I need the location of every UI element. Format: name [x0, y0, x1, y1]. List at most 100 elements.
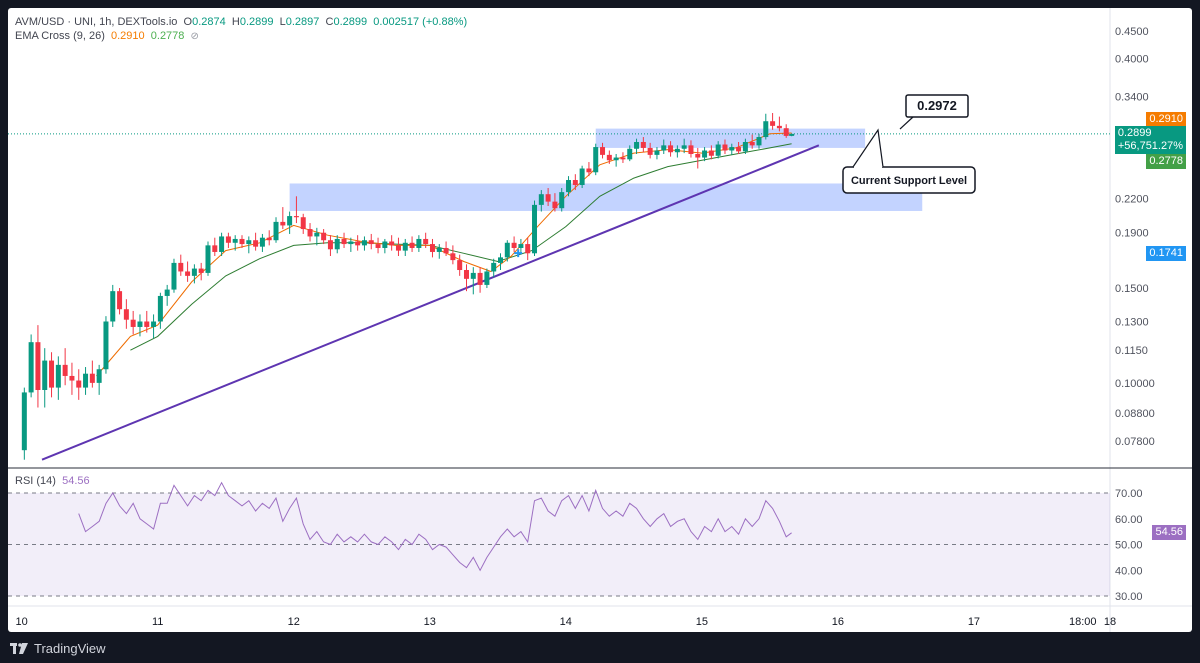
rsi-tick: 40.00	[1115, 565, 1143, 577]
candle	[389, 241, 395, 246]
candle	[484, 271, 490, 285]
candle	[375, 244, 381, 248]
price-tick: 0.1900	[1115, 228, 1149, 240]
candle	[511, 242, 517, 248]
rsi-value-tag: 54.56	[1152, 525, 1186, 540]
candle	[613, 157, 619, 161]
candle	[382, 241, 388, 248]
candle	[463, 270, 469, 279]
brand-name: TradingView	[34, 641, 106, 656]
candle	[307, 229, 313, 237]
level-callout-box	[905, 94, 969, 118]
candle	[593, 147, 599, 173]
candle	[151, 321, 157, 327]
ema-fast-value: 0.2910	[110, 30, 145, 42]
crosshair-price-tag: 0.1741	[1146, 246, 1186, 261]
candle	[246, 240, 252, 245]
candle	[96, 369, 102, 383]
candle	[42, 360, 48, 390]
candle	[348, 241, 354, 245]
candle	[491, 262, 497, 272]
candle	[287, 216, 293, 226]
ema-fast-price-tag: 0.2910	[1146, 112, 1186, 127]
candle	[688, 145, 694, 154]
price-tick: 0.4500	[1115, 26, 1149, 38]
candle	[606, 154, 612, 161]
rsi-line	[78, 481, 792, 572]
candle	[35, 342, 41, 390]
candle	[321, 232, 327, 241]
time-tick: 18:00	[1069, 616, 1097, 628]
candle	[552, 201, 558, 209]
candle	[640, 141, 646, 148]
candle	[334, 238, 340, 250]
rsi-tick: 30.00	[1115, 591, 1143, 603]
low-label: L	[279, 16, 286, 28]
rsi-tick: 50.00	[1115, 540, 1143, 552]
candle	[123, 309, 129, 320]
last-price-value: 0.2899	[1117, 127, 1152, 139]
candle	[212, 245, 218, 252]
candle	[416, 238, 422, 248]
support-callout-text: Current Support Level	[851, 175, 967, 187]
candle	[443, 247, 449, 254]
candle	[171, 262, 177, 290]
candle	[715, 144, 721, 156]
candle	[525, 244, 531, 254]
candle	[293, 216, 299, 218]
chart-canvas[interactable]: 0.4500 0.4000 0.3400 0.2200 0.1900 0.1500 0.13…	[8, 8, 1192, 632]
candle	[69, 375, 75, 381]
candle	[280, 221, 286, 226]
candle	[783, 128, 789, 136]
candle	[219, 236, 225, 252]
candle	[770, 121, 776, 126]
ema-slow-value: 0.2778	[150, 30, 185, 42]
candle	[137, 321, 143, 327]
candle	[661, 145, 667, 151]
candle	[579, 168, 585, 185]
rsi-label: RSI (14)	[15, 475, 56, 487]
candle	[749, 141, 755, 146]
candle	[83, 373, 89, 388]
footer[interactable]: TradingView	[10, 641, 106, 656]
trendline	[41, 144, 820, 461]
candle	[702, 150, 708, 158]
candle	[756, 137, 762, 146]
time-tick: 18	[1104, 616, 1116, 628]
candle	[198, 268, 204, 273]
candle	[457, 260, 463, 271]
candle	[532, 204, 538, 254]
candle	[157, 295, 163, 322]
ema-legend[interactable]: EMA Cross (9, 26) 0.2910 0.2778 ⊘	[15, 30, 199, 42]
candle	[566, 180, 572, 193]
eye-off-icon[interactable]: ⊘	[190, 31, 199, 42]
candle	[429, 244, 435, 252]
candle	[742, 141, 748, 152]
candle	[634, 141, 640, 149]
high-value: 0.2899	[239, 16, 274, 28]
candle	[654, 150, 660, 155]
candle	[518, 244, 524, 248]
candle	[355, 241, 361, 246]
candle	[232, 238, 238, 243]
candle	[62, 364, 68, 376]
candle	[300, 217, 306, 230]
price-tick: 0.1300	[1115, 316, 1149, 328]
price-tick: 0.10000	[1115, 378, 1155, 390]
symbol-label: AVM/USD · UNI, 1h, DEXTools.io	[15, 16, 178, 28]
low-value: 0.2897	[285, 16, 320, 28]
candle	[21, 392, 27, 451]
candle	[103, 321, 109, 370]
candle	[586, 168, 592, 173]
candle	[545, 194, 551, 202]
candle	[402, 242, 408, 251]
rsi-tick: 70.00	[1115, 488, 1143, 500]
candle	[327, 240, 333, 250]
candle	[668, 145, 674, 153]
time-tick: 10	[15, 616, 27, 628]
candle	[341, 238, 347, 245]
ema-slow-price-tag: 0.2778	[1146, 154, 1186, 169]
candle	[470, 272, 476, 279]
candle	[76, 380, 82, 388]
time-tick: 16	[832, 616, 844, 628]
